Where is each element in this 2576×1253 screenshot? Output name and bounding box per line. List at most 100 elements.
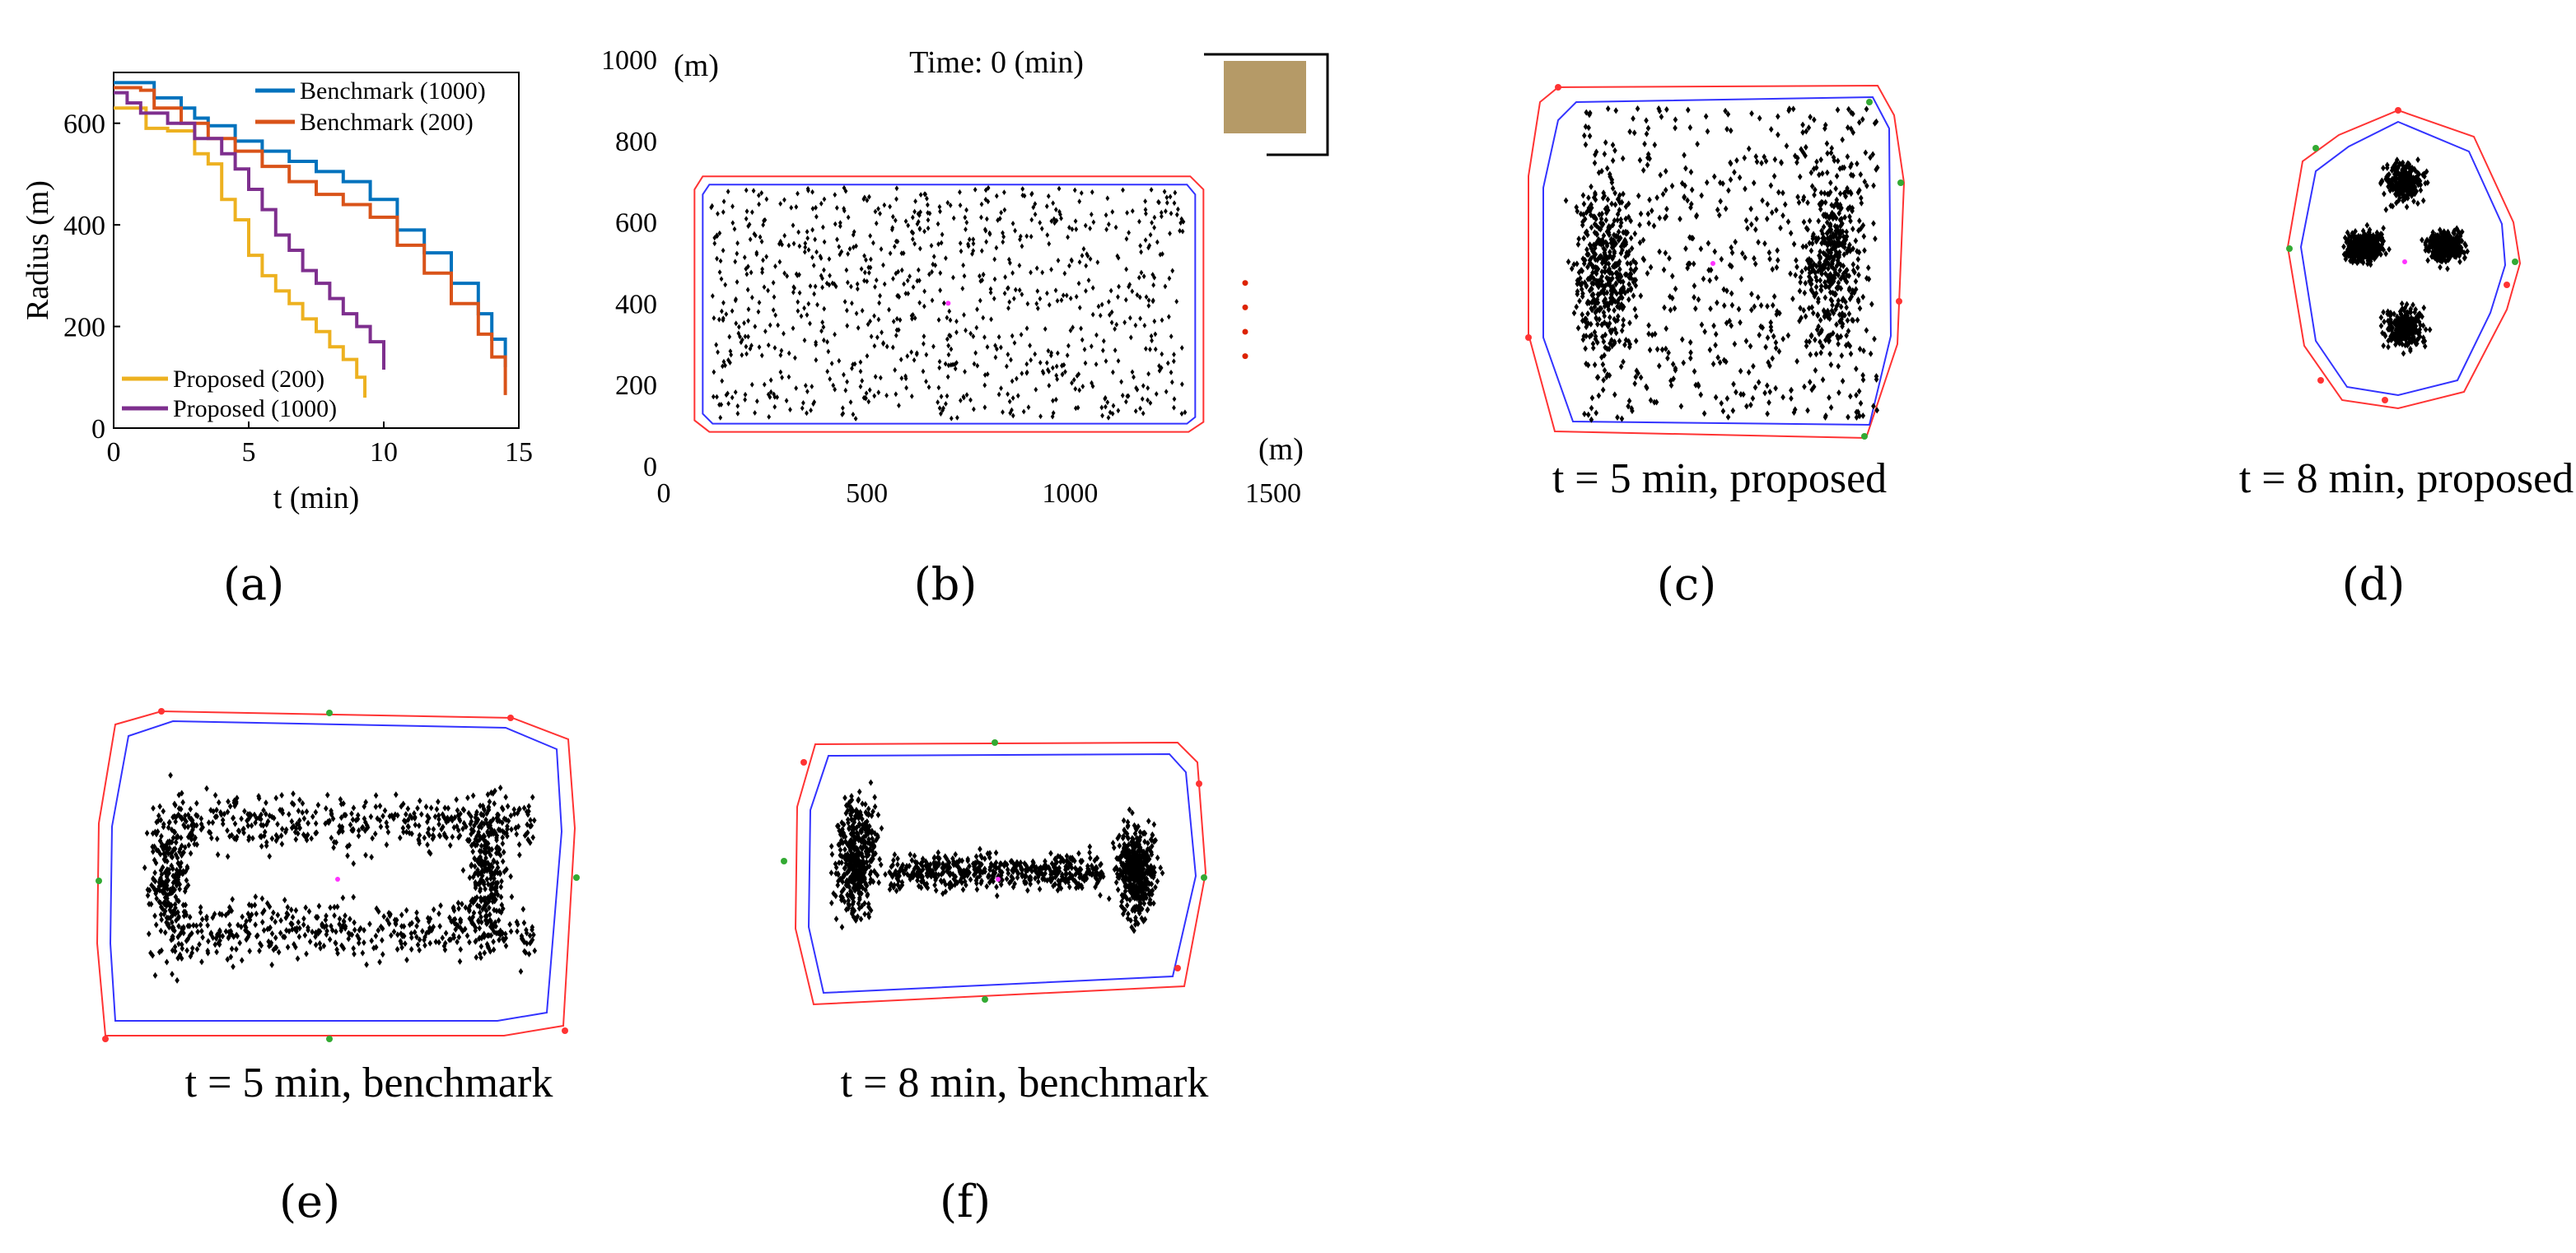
agent-dot <box>178 805 184 813</box>
agent-dot <box>1814 326 1820 333</box>
agent-dot <box>1848 163 1853 170</box>
agent-dot <box>1638 292 1644 300</box>
agent-dot <box>763 217 768 223</box>
agent-dot <box>414 934 419 941</box>
agent-dot <box>743 333 748 340</box>
agent-dot <box>166 920 171 928</box>
agent-dot <box>1609 270 1615 277</box>
agent-dot <box>1686 260 1692 268</box>
agent-dot <box>894 270 898 277</box>
agent-dot <box>2439 236 2444 244</box>
agent-dot <box>842 207 847 214</box>
agent-dot <box>1807 217 1813 225</box>
agent-dot <box>1594 315 1599 323</box>
agent-dot <box>337 822 343 830</box>
agent-dot <box>1702 328 1707 335</box>
agent-dot <box>879 246 884 252</box>
agent-dot <box>1602 263 1608 271</box>
agent-dot <box>176 805 182 813</box>
agent-dot <box>2430 238 2435 245</box>
agent-dot <box>273 918 278 925</box>
agent-dot <box>294 820 300 827</box>
agent-dot <box>177 885 182 892</box>
agent-dot <box>2390 186 2396 193</box>
agent-dot <box>1835 285 1841 292</box>
agent-dot <box>1838 222 1843 230</box>
agent-dot <box>744 208 749 215</box>
agent-dot <box>964 226 968 233</box>
agent-dot <box>2363 232 2368 240</box>
agent-dot <box>961 394 966 401</box>
agent-dot <box>1822 313 1827 320</box>
agent-dot <box>1103 394 1108 401</box>
agent-dot <box>1816 235 1821 242</box>
agent-dot <box>1769 209 1775 217</box>
agent-dot <box>1828 361 1834 368</box>
agent-dot <box>237 939 243 947</box>
agent-dot <box>1603 268 1608 276</box>
agent-dot <box>1828 212 1834 219</box>
agent-dot <box>728 360 732 366</box>
agent-dot <box>164 958 170 966</box>
agent-dot <box>2417 329 2422 337</box>
agent-dot <box>782 197 786 203</box>
agent-dot <box>916 219 921 225</box>
agent-dot <box>160 864 166 871</box>
agent-dot <box>1591 263 1596 270</box>
agent-dot <box>2343 255 2349 263</box>
agent-dot <box>963 369 967 375</box>
agent-dot <box>994 245 999 251</box>
agent-dot <box>1836 362 1841 370</box>
agent-dot <box>1041 370 1046 376</box>
agent-dot <box>384 819 390 827</box>
agent-dot <box>1577 297 1582 305</box>
agent-dot <box>833 386 838 393</box>
agent-dot <box>1179 345 1184 351</box>
agent-dot <box>896 327 901 333</box>
agent-dot <box>1111 403 1116 409</box>
agent-dot <box>1846 285 1852 292</box>
agent-dot <box>1594 216 1598 223</box>
agent-dot <box>1673 116 1678 123</box>
agent-dot <box>395 931 400 939</box>
agent-dot <box>431 906 436 913</box>
agent-dot <box>1589 331 1594 338</box>
agent-dot <box>1660 190 1666 198</box>
agent-dot <box>768 389 773 395</box>
agent-dot <box>212 792 218 799</box>
agent-dot <box>912 208 917 215</box>
agent-dot <box>169 826 175 833</box>
agent-dot <box>373 803 379 810</box>
agent-dot <box>524 831 529 838</box>
agent-dot <box>399 943 404 951</box>
agent-dot <box>321 942 327 949</box>
agent-dot <box>1828 280 1833 287</box>
agent-dot <box>1615 299 1621 306</box>
agent-dot <box>516 806 521 813</box>
agent-dot <box>2360 242 2365 249</box>
agent-dot <box>721 247 726 254</box>
hull-vertex-marker <box>2382 397 2388 403</box>
agent-dot <box>338 796 343 804</box>
agent-dot <box>981 314 986 321</box>
agent-dot <box>1828 179 1833 187</box>
agent-dot <box>1089 212 1094 217</box>
agent-dot <box>1580 211 1586 218</box>
agent-dot <box>821 324 826 330</box>
agent-dot <box>771 307 776 314</box>
agent-dot <box>814 356 819 363</box>
agent-dot <box>762 381 767 388</box>
agent-dot <box>1872 335 1877 342</box>
agent-dot <box>2392 170 2397 178</box>
agent-dot <box>1814 277 1819 284</box>
agent-dot <box>1640 255 1646 263</box>
agent-dot <box>427 814 432 822</box>
agent-dot <box>220 820 226 827</box>
agent-dot <box>1807 277 1812 285</box>
agent-dot <box>288 906 294 914</box>
agent-dot <box>291 790 296 798</box>
agent-dot <box>1855 316 1860 324</box>
agent-dot <box>1057 185 1062 192</box>
agent-dot <box>1672 305 1678 312</box>
agent-dot <box>313 820 319 827</box>
